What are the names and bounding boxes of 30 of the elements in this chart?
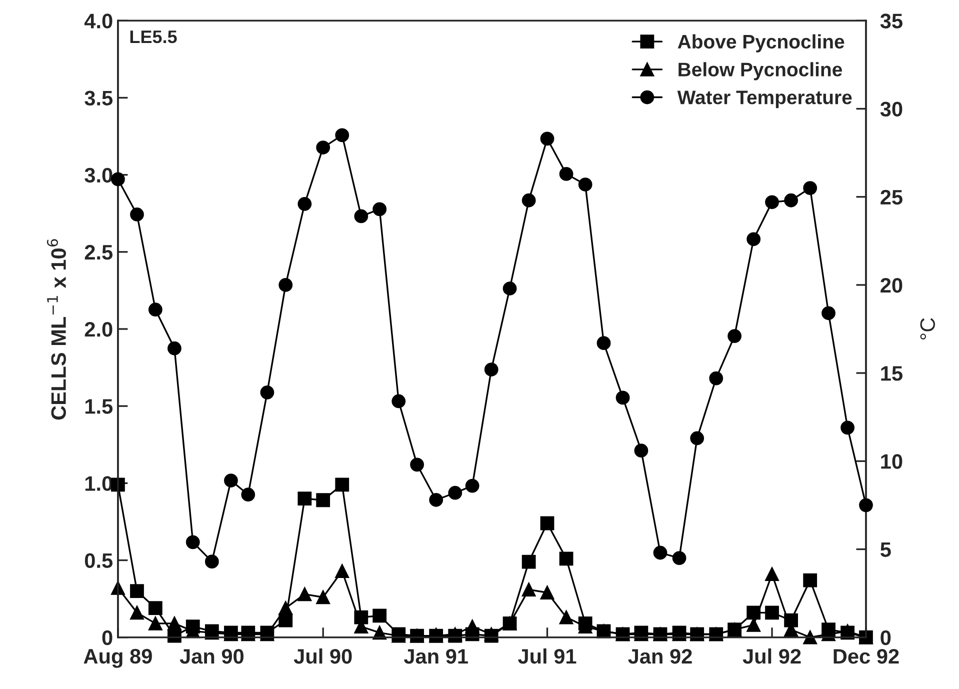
y2-tick-label: 30	[880, 102, 902, 117]
y-tick-label: 4.0	[84, 14, 112, 28]
annotation: LE5.5	[130, 30, 177, 44]
y2-tick-label: 35	[880, 14, 902, 28]
legend-label: Water Temperature	[677, 90, 852, 108]
x-tick-label: Jul 92	[742, 648, 801, 664]
y-axis-title: CELLS ML$^{−1}$ x 10$^{6}$	[46, 239, 66, 420]
legend-label: Below Pycnocline	[678, 62, 842, 80]
x-tick-label: Jan 90	[180, 648, 244, 664]
y2-tick-label: 0	[880, 630, 891, 646]
y-tick-label: 0	[102, 630, 112, 646]
y-tick-label: 2.0	[84, 322, 112, 337]
x-tick-label: Jul 91	[518, 648, 576, 664]
y-tick-label: 3.5	[84, 90, 113, 106]
y-tick-label: 3.0	[84, 168, 112, 183]
y2-tick-label: 20	[880, 278, 902, 293]
y2-tick-label: 15	[881, 366, 902, 381]
x-tick-label: Aug 89	[84, 648, 152, 668]
legend-label: Above Pycnocline	[678, 34, 844, 52]
x-tick-label: Jul 90	[294, 648, 352, 664]
y2-tick-label: 10	[881, 454, 902, 469]
y-tick-label: 0.5	[84, 553, 113, 568]
y-tick-label: 1.5	[85, 399, 113, 414]
y-tick-label: 2.5	[84, 244, 113, 260]
x-tick-label: Jan 91	[404, 648, 468, 664]
y2-tick-label: 25	[880, 190, 902, 205]
x-tick-label: Dec 92	[834, 648, 899, 664]
y2-axis-title: °C	[920, 318, 936, 340]
x-tick-label: Jan 92	[628, 648, 692, 664]
y2-tick-label: 5	[880, 542, 891, 557]
